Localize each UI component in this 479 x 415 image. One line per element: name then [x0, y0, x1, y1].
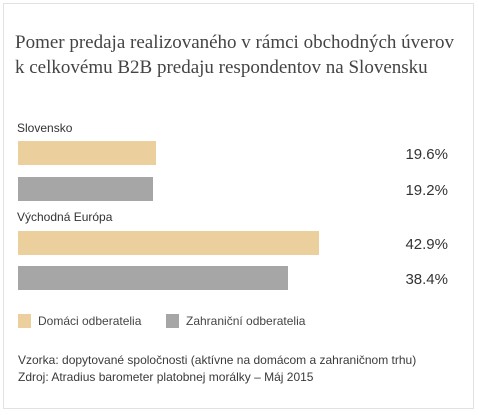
source-note: Zdroj: Atradius barometer platobnej morá…	[18, 370, 314, 384]
legend-item-domaci: Domáci odberatelia	[18, 314, 141, 328]
bar-slovensko-domaci	[18, 141, 156, 165]
legend-label-domaci: Domáci odberatelia	[38, 314, 142, 328]
category-label-slovensko: Slovensko	[17, 121, 73, 135]
legend-swatch-domaci	[18, 314, 31, 328]
value-label-vychodna-europa-zahranicni: 38.4%	[405, 271, 448, 288]
chart-frame	[3, 3, 474, 409]
category-label-vychodna-europa: Východná Európa	[17, 210, 113, 224]
legend-swatch-zahranicni	[166, 314, 179, 328]
bar-vychodna-europa-domaci	[18, 231, 319, 255]
bar-vychodna-europa-zahranicni	[18, 266, 288, 290]
value-label-slovensko-domaci: 19.6%	[405, 146, 448, 163]
legend-label-zahranicni: Zahraniční odberatelia	[186, 314, 306, 328]
sample-note: Vzorka: dopytované spoločnosti (aktívne …	[18, 353, 417, 367]
bar-slovensko-zahranicni	[18, 177, 153, 201]
legend-item-zahranicni: Zahraniční odberatelia	[166, 314, 305, 328]
chart-title: Pomer predaja realizovaného v rámci obch…	[15, 32, 454, 78]
value-label-slovensko-zahranicni: 19.2%	[405, 182, 448, 199]
value-label-vychodna-europa-domaci: 42.9%	[405, 236, 448, 253]
